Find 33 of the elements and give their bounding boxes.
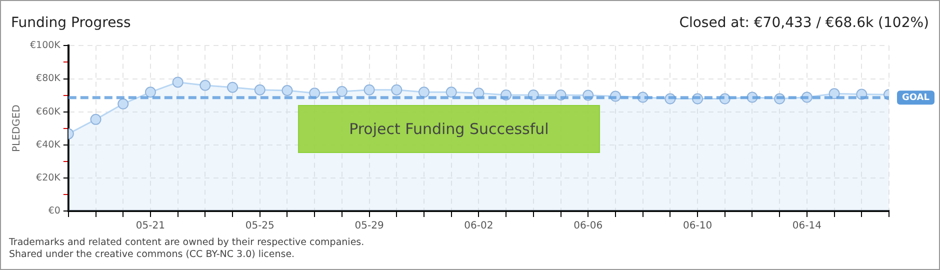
y-tick-label: €100K bbox=[30, 40, 62, 52]
y-tick-label: €40K bbox=[36, 139, 62, 150]
point bbox=[200, 80, 211, 91]
point bbox=[172, 76, 184, 88]
point bbox=[90, 114, 102, 125]
point bbox=[418, 86, 430, 98]
x-tick-label: 06-14 bbox=[792, 220, 822, 232]
x-tick-label: 05-25 bbox=[245, 220, 274, 232]
y-tick-label: €80K bbox=[36, 73, 62, 84]
point bbox=[227, 82, 238, 93]
x-tick-label: 05-21 bbox=[136, 220, 165, 232]
x-tick-label: 06-06 bbox=[574, 220, 603, 232]
chart-subtitle: Closed at: €70,433 / €68.6k (102%) bbox=[679, 15, 929, 31]
x-tick-label: 06-10 bbox=[682, 220, 712, 232]
x-tick-label: 06-02 bbox=[464, 220, 494, 232]
point bbox=[336, 86, 348, 97]
y-tick-label: €60K bbox=[36, 106, 62, 118]
text: Trademarks and related content are owned by their respective companies. bbox=[9, 237, 364, 249]
x-tick-label: 05-29 bbox=[354, 220, 384, 232]
y-tick-label: €20K bbox=[36, 172, 62, 184]
point bbox=[364, 84, 375, 96]
point bbox=[118, 98, 129, 110]
success-banner: Project Funding Successful bbox=[298, 105, 600, 154]
y-tick-label: €0 bbox=[48, 205, 60, 216]
point bbox=[254, 84, 266, 96]
text: Shared under the creative commons (CC BY-NC 3.0) license. bbox=[9, 249, 296, 261]
point bbox=[282, 84, 293, 96]
point bbox=[391, 84, 402, 96]
chart-title: Funding Progress bbox=[11, 15, 131, 31]
y-axis-title: PLEDGED bbox=[12, 104, 23, 152]
point bbox=[144, 86, 156, 98]
point bbox=[446, 86, 457, 98]
ref-line-label: GOAL bbox=[902, 92, 930, 103]
